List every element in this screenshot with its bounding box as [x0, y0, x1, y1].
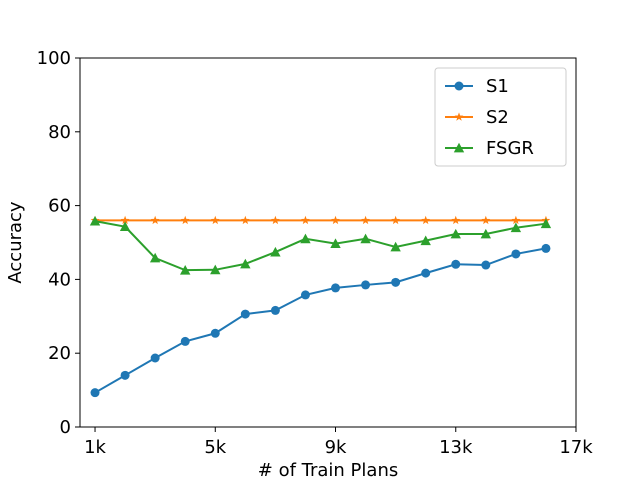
legend-item: S1	[445, 76, 509, 97]
data-point	[454, 112, 464, 121]
data-point	[210, 328, 220, 338]
data-point	[391, 277, 401, 287]
data-point	[90, 388, 100, 398]
data-point	[89, 215, 101, 226]
data-point	[481, 215, 491, 225]
legend-label: FSGR	[486, 138, 534, 159]
data-point	[451, 215, 461, 225]
y-tick-label: 100	[37, 48, 71, 69]
data-point	[540, 218, 552, 229]
data-point	[481, 260, 491, 270]
series-fsgr	[89, 215, 552, 275]
data-point	[120, 370, 130, 380]
x-axis-ticks: 1k 5k 9k 13k 17k	[84, 427, 593, 458]
x-tick-label: 13k	[439, 437, 473, 458]
data-point	[420, 235, 431, 246]
data-point	[361, 215, 370, 225]
data-point	[119, 221, 131, 232]
data-point	[210, 215, 220, 225]
data-point	[150, 353, 160, 363]
data-point	[511, 249, 521, 259]
data-point	[361, 280, 371, 290]
data-point	[453, 142, 465, 153]
data-point	[270, 246, 281, 257]
legend-label: S2	[486, 107, 509, 128]
data-point	[360, 233, 371, 244]
data-point	[510, 222, 522, 233]
y-tick-label: 20	[48, 343, 71, 364]
x-tick-label: 5k	[204, 437, 226, 458]
data-point	[421, 268, 431, 278]
legend-item: FSGR	[445, 138, 534, 159]
data-point	[301, 215, 310, 225]
data-point	[210, 264, 221, 275]
series-line	[94, 247, 547, 394]
data-point	[451, 259, 461, 269]
data-point	[331, 215, 340, 225]
data-point	[180, 336, 190, 346]
data-point	[180, 264, 191, 275]
data-point	[270, 305, 280, 315]
y-tick-label: 60	[48, 196, 71, 217]
y-axis-label: Accuracy	[5, 201, 26, 284]
data-point	[240, 258, 251, 269]
data-point	[300, 290, 310, 300]
data-point	[120, 215, 130, 225]
legend-box	[434, 67, 567, 167]
data-point	[240, 215, 250, 225]
data-point	[390, 241, 401, 252]
x-tick-label: 9k	[325, 437, 347, 458]
data-point	[331, 283, 341, 293]
data-point	[391, 215, 401, 225]
data-point	[180, 215, 190, 225]
y-axis-ticks: 0 20 40 60 80 100	[37, 48, 80, 438]
data-point	[271, 215, 280, 225]
series-s1	[90, 243, 551, 398]
legend-label: S1	[486, 76, 509, 97]
data-point	[511, 215, 521, 225]
data-point	[480, 228, 492, 239]
data-point	[149, 252, 161, 263]
data-point	[300, 233, 311, 244]
series-line	[94, 220, 547, 272]
series-layer	[89, 215, 552, 398]
data-point	[454, 81, 464, 91]
data-point	[541, 243, 551, 253]
x-axis-label: # of Train Plans	[258, 460, 398, 480]
y-tick-label: 40	[48, 269, 71, 290]
data-point	[150, 215, 160, 225]
legend-item: S2	[445, 107, 509, 128]
legend: S1 S2 FSGR	[434, 67, 567, 167]
data-point	[421, 215, 431, 225]
x-tick-label: 1k	[84, 437, 106, 458]
data-point	[240, 309, 250, 319]
plot-frame	[79, 57, 577, 428]
data-point	[330, 238, 341, 249]
y-tick-label: 80	[48, 122, 71, 143]
x-tick-label: 17k	[559, 437, 593, 458]
y-tick-label: 0	[60, 417, 71, 438]
data-point	[450, 228, 461, 239]
